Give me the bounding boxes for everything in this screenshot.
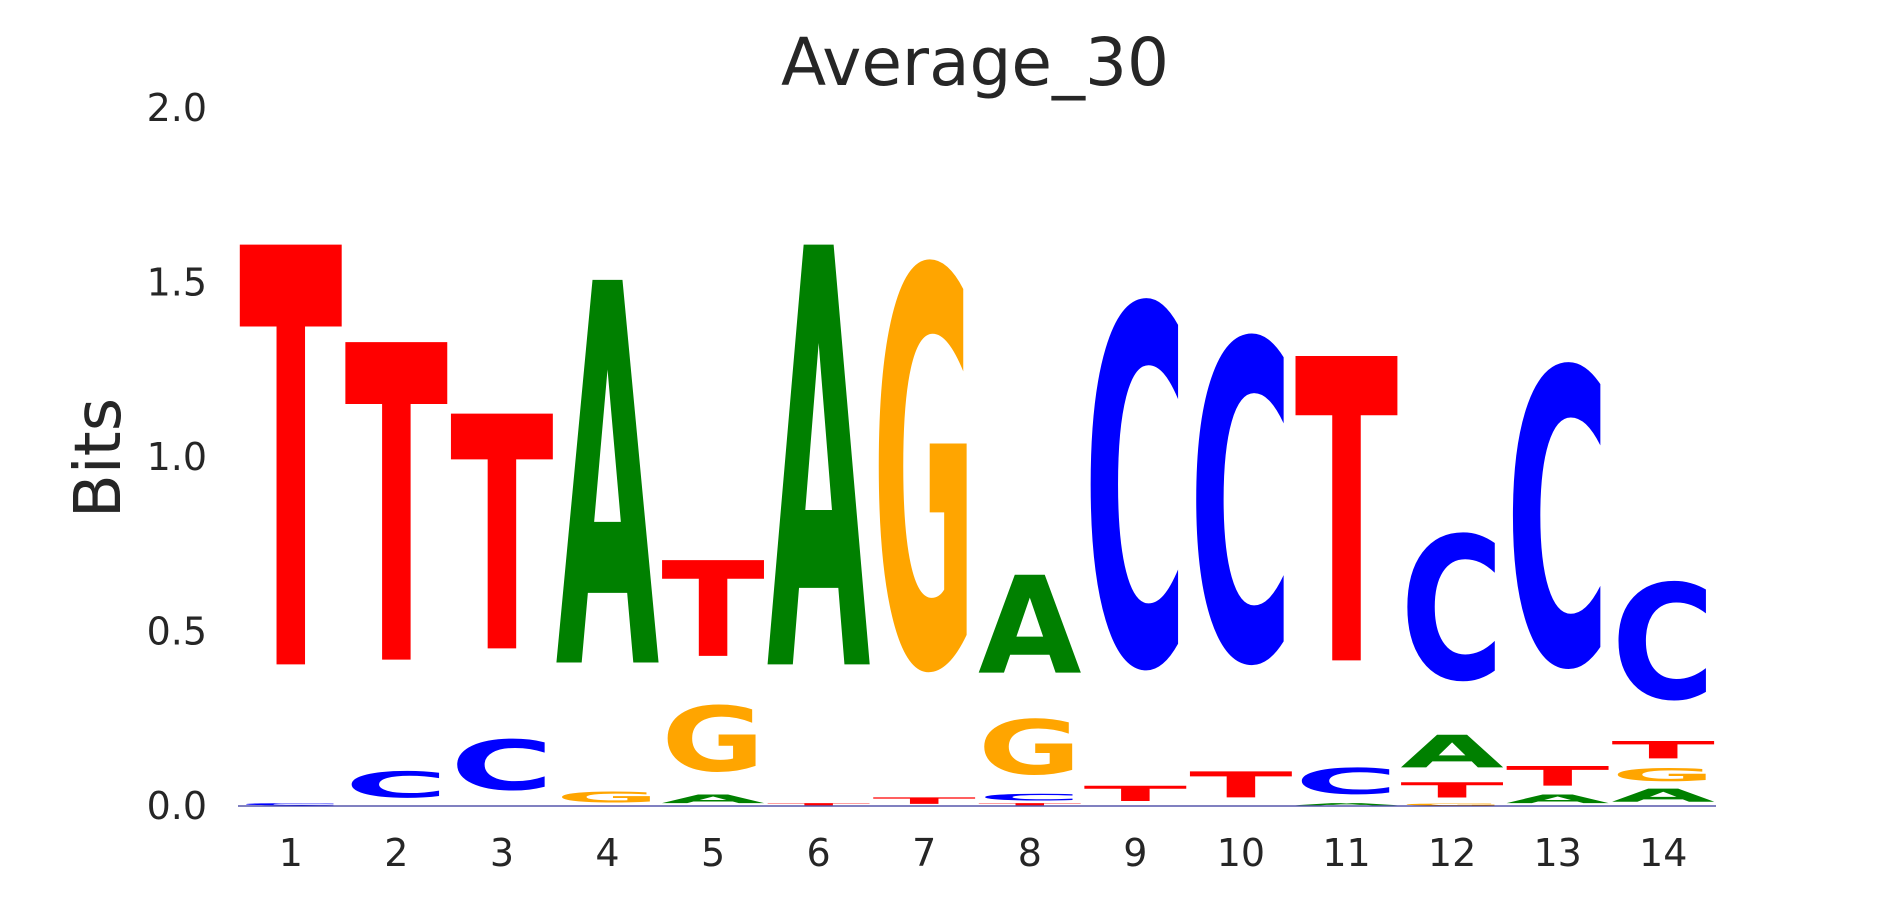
x-tick-label: 6 <box>807 831 831 875</box>
logo-column: TA <box>767 130 871 806</box>
logo-letter-t: T <box>1611 736 1714 764</box>
x-tick-label: 14 <box>1639 831 1687 875</box>
logo-letter-g: G <box>661 688 764 792</box>
logo-letter-c: C <box>1506 287 1609 760</box>
y-tick-label: 0.5 <box>147 610 207 654</box>
logo-letter-t: T <box>239 131 343 801</box>
x-tick-label: 10 <box>1217 831 1265 875</box>
logo-letter-t: T <box>978 803 1081 806</box>
y-tick-label: 1.0 <box>147 435 207 479</box>
logo-letter-c: C <box>1400 497 1503 726</box>
x-axis-ticks: 1 2 3 4 5 6 7 8 9 10 11 12 13 14 <box>279 831 1688 875</box>
x-tick-label: 12 <box>1428 831 1476 875</box>
x-tick-label: 7 <box>912 831 936 875</box>
x-tick-label: 11 <box>1322 831 1370 875</box>
logo-letter-t: T <box>450 350 553 725</box>
logo-letter-c: C <box>1295 761 1398 802</box>
logo-letter-g: G <box>872 159 975 794</box>
x-tick-label: 5 <box>701 831 725 875</box>
x-tick-label: 1 <box>279 831 303 875</box>
logo-letter-t: T <box>1506 761 1609 792</box>
logo-letter-a: A <box>1400 726 1503 779</box>
logo-column: CT <box>450 350 553 806</box>
logo-column: ACT <box>1295 274 1399 806</box>
x-tick-label: 2 <box>384 831 408 875</box>
chart-title: Average_30 <box>781 24 1169 101</box>
logo-column: TG <box>872 159 975 806</box>
logo-letter-t: T <box>767 803 870 806</box>
logo-letter-a: A <box>1506 792 1609 806</box>
logo-letter-g: G <box>1400 803 1503 806</box>
y-axis-label: Bits <box>62 398 136 518</box>
x-tick-label: 9 <box>1123 831 1147 875</box>
logo-letter-c: C <box>978 792 1081 802</box>
logo-column: CT <box>239 131 343 806</box>
logo-letter-a: A <box>767 130 871 801</box>
x-tick-label: 13 <box>1533 831 1581 875</box>
logo-letter-t: T <box>1084 782 1188 806</box>
logo-letter-a: A <box>556 176 660 787</box>
y-tick-label: 2.0 <box>147 86 207 130</box>
y-tick-label: 1.5 <box>147 261 207 305</box>
logo-letter-c: C <box>239 803 342 807</box>
logo-column: TC <box>1189 252 1292 806</box>
logo-letter-g: G <box>1611 764 1714 785</box>
logo-letter-t: T <box>1189 764 1292 806</box>
logo-letter-c: C <box>1189 252 1292 762</box>
logo-column: CT <box>345 255 449 806</box>
logo-letter-g: G <box>556 789 659 806</box>
logo-letter-a: A <box>1611 785 1715 806</box>
logo-letter-t: T <box>345 255 449 763</box>
logo-letter-g: G <box>978 706 1081 792</box>
logo-column: ATC <box>1506 287 1609 806</box>
logo-letter-a: A <box>661 792 764 806</box>
logo-letter-a: A <box>1295 803 1398 806</box>
logo-column: AGT <box>661 535 764 806</box>
logo-column: GA <box>556 176 660 806</box>
logo-letter-c: C <box>450 726 553 806</box>
logo-letter-t: T <box>661 535 764 688</box>
y-axis-ticks: 0.0 0.5 1.0 1.5 2.0 <box>147 86 207 828</box>
logo-column: TC <box>1084 208 1188 806</box>
y-tick-label: 0.0 <box>147 784 207 828</box>
logo-letter-a: A <box>978 548 1081 704</box>
x-tick-label: 8 <box>1018 831 1042 875</box>
logo-letter-t: T <box>1400 778 1504 802</box>
logo-letter-t: T <box>872 796 975 806</box>
x-tick-label: 3 <box>490 831 514 875</box>
logo-letter-c: C <box>345 765 448 806</box>
logo-letter-c: C <box>1084 208 1187 780</box>
x-tick-label: 4 <box>595 831 619 875</box>
logo-letter-c: C <box>1611 553 1714 737</box>
logo-letter-t: T <box>1295 274 1399 761</box>
